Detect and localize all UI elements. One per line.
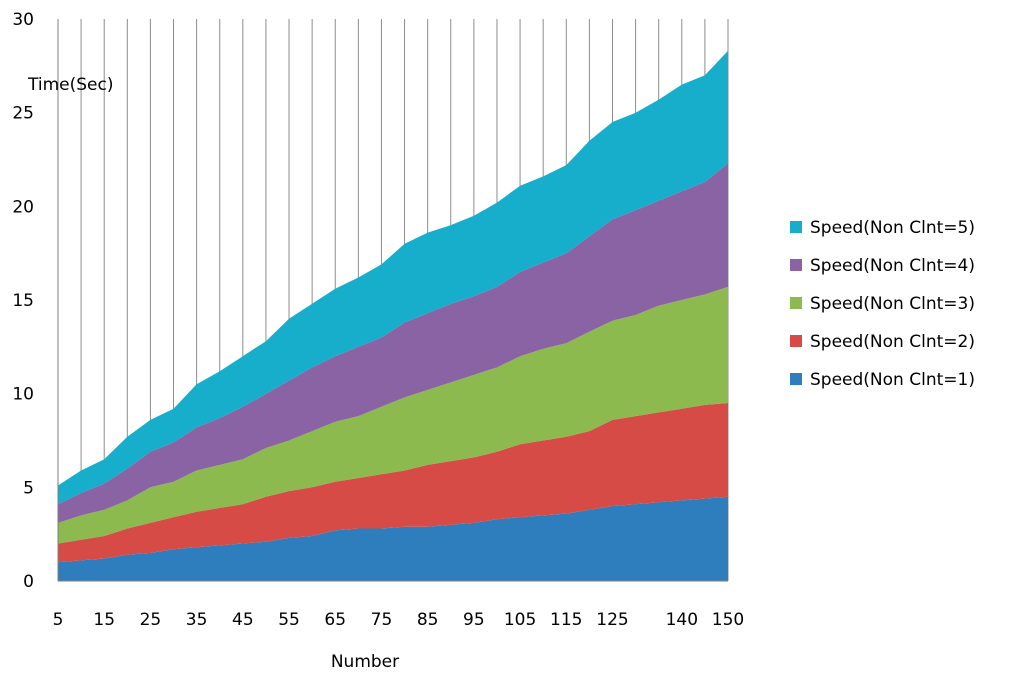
x-tick-label: 140	[666, 610, 698, 630]
x-tick-label: 15	[93, 610, 115, 630]
axes	[57, 19, 728, 582]
y-tick-label: 20	[12, 197, 34, 217]
x-tick-label: 105	[504, 610, 536, 630]
series-areas	[58, 50, 728, 581]
y-tick-labels: 0 5 10 15 20 25 30	[12, 10, 34, 592]
area-series-4	[58, 163, 728, 523]
x-tick-label: 65	[324, 610, 346, 630]
x-tick-label: 85	[417, 610, 439, 630]
legend-swatch-3	[790, 297, 802, 309]
legend-swatch-1	[790, 373, 802, 385]
x-tick-label: 5	[53, 610, 64, 630]
legend: Speed(Non Clnt=5) Speed(Non Clnt=4) Speed(…	[790, 218, 975, 390]
x-tick-label: 35	[186, 610, 208, 630]
x-tick-labels: 5 15 25 35 45 55 65 75 85 95 105 115 125 140 150	[53, 610, 745, 630]
y-tick-label: 10	[12, 385, 34, 405]
legend-swatch-4	[790, 259, 802, 271]
legend-label-5: Speed(Non Clnt=5)	[810, 218, 975, 238]
legend-label-4: Speed(Non Clnt=4)	[810, 256, 975, 276]
area-series-3	[58, 286, 728, 544]
x-tick-label: 75	[371, 610, 393, 630]
legend-label-3: Speed(Non Clnt=3)	[810, 294, 975, 314]
x-tick-label: 55	[278, 610, 300, 630]
area-series-1	[58, 496, 728, 581]
x-axis-title: Number	[331, 652, 399, 672]
y-tick-label: 5	[23, 478, 34, 498]
x-tick-label: 150	[712, 610, 744, 630]
x-tick-label: 45	[232, 610, 254, 630]
y-tick-label: 15	[12, 291, 34, 311]
legend-label-1: Speed(Non Clnt=1)	[810, 370, 975, 390]
y-tick-label: 30	[12, 10, 34, 30]
legend-swatch-2	[790, 335, 802, 347]
y-tick-label: 25	[12, 104, 34, 124]
legend-label-2: Speed(Non Clnt=2)	[810, 332, 975, 352]
area-series-5	[58, 50, 728, 505]
x-tick-label: 125	[596, 610, 628, 630]
legend-swatch-5	[790, 221, 802, 233]
x-tick-label: 95	[463, 610, 485, 630]
y-tick-label: 0	[23, 572, 34, 592]
y-axis-title: Time(Sec)	[27, 75, 113, 95]
x-tick-label: 115	[550, 610, 582, 630]
area-series-2	[58, 403, 728, 563]
x-tick-label: 25	[140, 610, 162, 630]
